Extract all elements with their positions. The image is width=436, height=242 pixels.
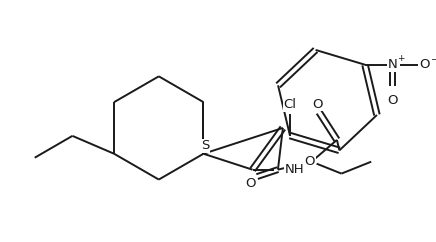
Text: N: N bbox=[388, 58, 398, 71]
Text: S: S bbox=[201, 139, 210, 152]
Text: O: O bbox=[304, 155, 315, 168]
Text: NH: NH bbox=[284, 163, 304, 176]
Text: +: + bbox=[397, 54, 405, 63]
Text: O: O bbox=[245, 177, 255, 190]
Text: Cl: Cl bbox=[283, 98, 296, 111]
Text: O: O bbox=[388, 94, 398, 107]
Text: −: − bbox=[430, 54, 436, 63]
Text: O: O bbox=[419, 58, 430, 71]
Text: O: O bbox=[312, 98, 322, 111]
